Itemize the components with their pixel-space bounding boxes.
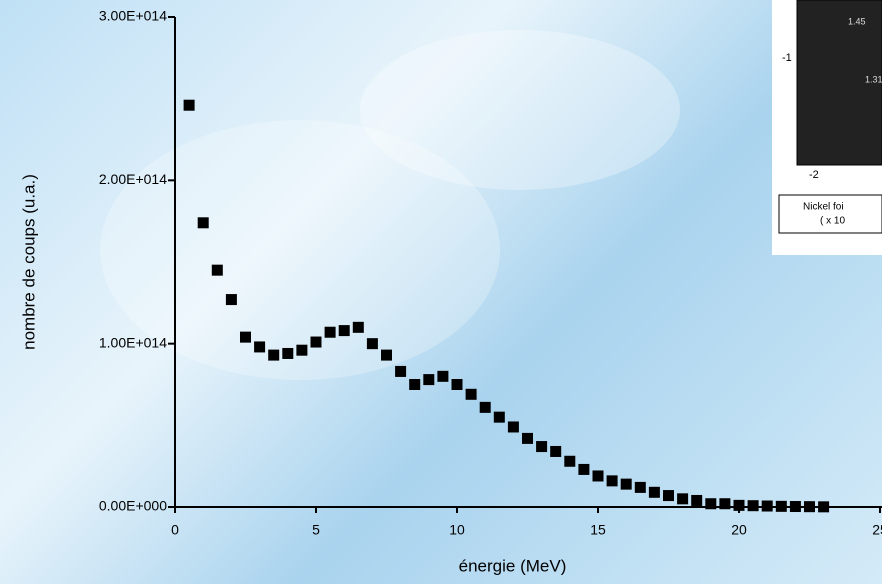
data-point — [310, 336, 322, 348]
data-point — [296, 344, 308, 356]
data-point — [564, 455, 576, 467]
data-point — [282, 347, 294, 359]
data-point — [691, 494, 703, 506]
inset-legend — [778, 194, 882, 234]
data-point — [606, 475, 618, 487]
x-axis-label: énergie (MeV) — [459, 556, 567, 575]
data-point — [677, 493, 689, 505]
data-point — [479, 401, 491, 413]
data-point — [705, 498, 717, 510]
data-point — [804, 501, 815, 513]
data-point — [592, 470, 604, 482]
data-point — [493, 411, 505, 423]
data-point — [268, 349, 280, 361]
data-point — [507, 421, 519, 433]
data-point — [522, 432, 533, 444]
data-point — [761, 500, 773, 512]
y-tick-label: 0.00E+000 — [99, 498, 167, 514]
x-tick-label: 0 — [171, 522, 179, 538]
inset-label: 1.31 — [865, 74, 882, 84]
x-tick-label: 25 — [872, 522, 882, 538]
data-point — [663, 490, 674, 502]
y-axis-label: nombre de coups (u.a.) — [19, 174, 38, 350]
data-point — [465, 388, 477, 400]
x-tick-label: 20 — [731, 522, 747, 538]
data-point — [324, 326, 336, 338]
data-point — [381, 349, 392, 361]
data-point — [183, 99, 195, 111]
data-point — [409, 379, 421, 390]
data-point — [550, 445, 562, 457]
data-point — [338, 325, 350, 337]
x-tick-label: 5 — [312, 522, 320, 538]
data-point — [578, 463, 590, 475]
data-point — [240, 331, 251, 343]
y-tick-label: 3.00E+014 — [99, 8, 167, 24]
data-point — [536, 441, 548, 453]
y-tick-label: 1.00E+014 — [99, 334, 167, 350]
inset-label: -1 — [782, 52, 792, 64]
data-point — [423, 374, 435, 386]
data-point — [254, 341, 266, 353]
inset-label: -2 — [809, 169, 819, 181]
data-point — [197, 217, 209, 229]
data-point — [775, 500, 787, 512]
inset-label: 1.45 — [848, 16, 866, 26]
data-point — [352, 321, 364, 333]
x-tick-label: 15 — [590, 522, 606, 538]
data-point — [437, 370, 449, 382]
background-swirl — [100, 120, 500, 380]
x-tick-label: 10 — [449, 522, 465, 538]
data-point — [366, 338, 378, 350]
background-swirl — [360, 30, 680, 190]
inset-label: ( x 10 — [820, 216, 845, 227]
data-point — [451, 379, 463, 390]
data-point — [225, 294, 237, 306]
data-point — [620, 478, 632, 490]
data-point — [395, 365, 407, 377]
data-point — [789, 501, 801, 513]
data-point — [747, 500, 759, 512]
inset-figure: 1.45 1.31 -1 -2 Nickel foi ( x 10 — [772, 0, 882, 255]
data-point — [648, 486, 660, 498]
data-point — [211, 264, 223, 276]
data-point — [634, 481, 646, 493]
inset-label: Nickel foi — [803, 202, 844, 213]
data-point — [733, 499, 745, 511]
y-tick-label: 2.00E+014 — [99, 171, 167, 187]
data-point — [719, 498, 731, 510]
inset-plot — [796, 0, 882, 166]
data-point — [818, 501, 830, 513]
